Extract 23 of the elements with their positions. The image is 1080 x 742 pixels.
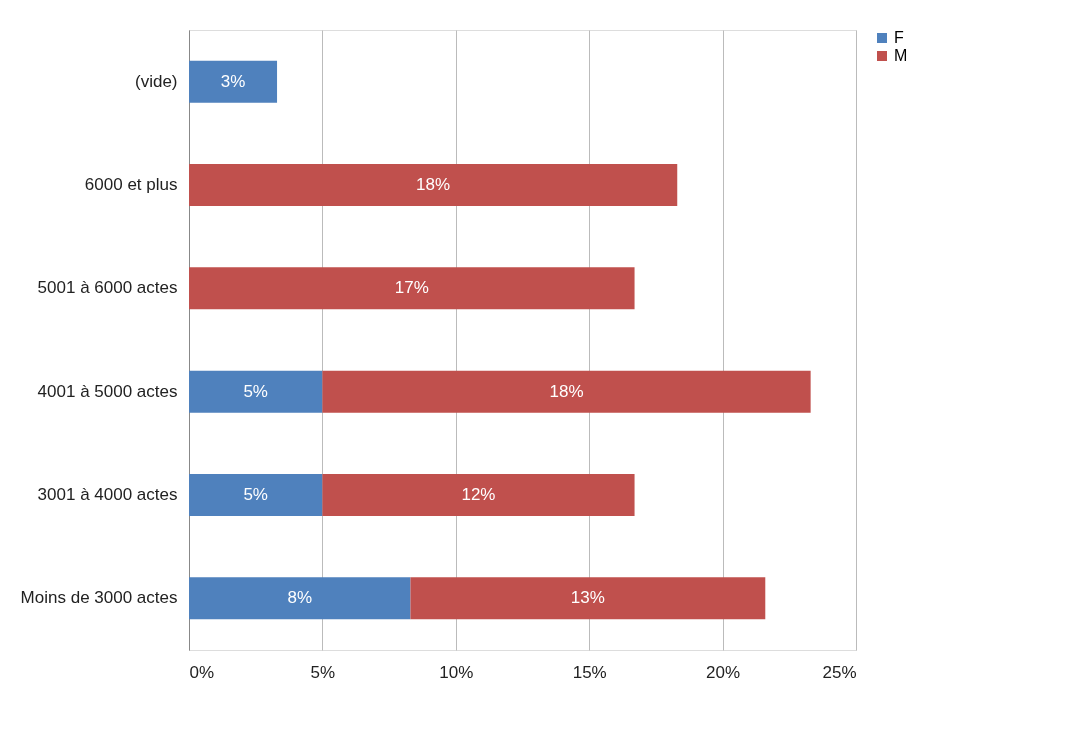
data-label: 3% bbox=[220, 71, 246, 91]
x-tick-label: 20% bbox=[706, 662, 741, 682]
y-tick-label: 6000 et plus bbox=[84, 175, 178, 194]
legend-label: F bbox=[894, 29, 904, 46]
x-tick-label: 10% bbox=[439, 662, 474, 682]
x-tick-label: 5% bbox=[310, 662, 336, 682]
x-tick-label: 25% bbox=[822, 662, 857, 682]
data-label: 12% bbox=[461, 485, 496, 504]
data-label: 5% bbox=[243, 381, 268, 401]
data-label: 13% bbox=[570, 588, 605, 608]
data-label: 17% bbox=[394, 278, 429, 298]
data-label: 8% bbox=[287, 588, 313, 608]
legend-label: M bbox=[894, 47, 908, 64]
y-tick-label: 4001 à 5000 actes bbox=[37, 381, 178, 401]
y-tick-label: Moins de 3000 actes bbox=[20, 588, 178, 608]
y-tick-label: 5001 à 6000 actes bbox=[37, 278, 178, 298]
x-tick-label: 0% bbox=[189, 662, 215, 682]
data-label: 18% bbox=[416, 175, 451, 194]
data-label: 18% bbox=[549, 381, 584, 401]
x-tick-label: 15% bbox=[572, 662, 607, 682]
data-label: 5% bbox=[243, 485, 268, 504]
y-tick-label: (vide) bbox=[134, 71, 178, 91]
y-tick-label: 3001 à 4000 actes bbox=[37, 485, 178, 504]
